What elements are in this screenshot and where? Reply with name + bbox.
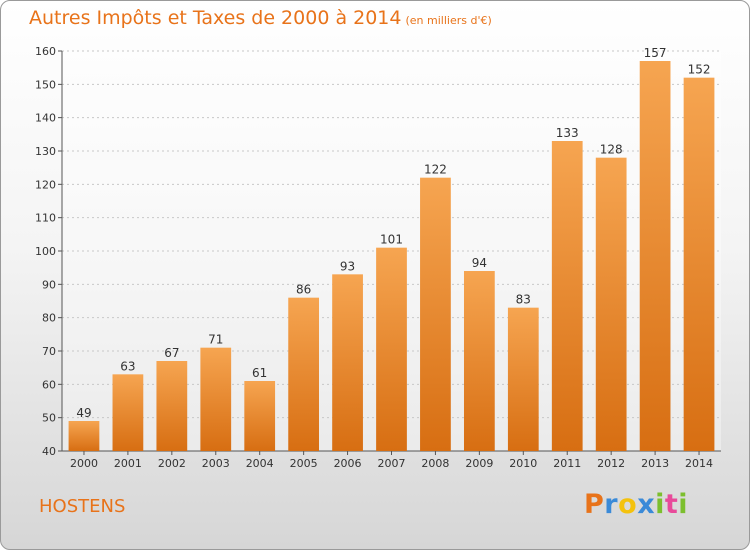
bar [200,347,232,451]
x-tick-label: 2007 [378,457,406,470]
bar [683,77,715,452]
bar [595,157,627,451]
proxiti-logo: Proxiti [584,489,688,520]
bar-value-label: 67 [164,346,179,360]
y-tick-label: 80 [42,312,56,325]
x-tick-label: 2014 [685,457,713,470]
logo-letter: P [584,489,605,520]
bar [68,421,100,451]
bar-value-label: 94 [472,256,487,270]
location-name: HOSTENS [39,496,126,517]
x-tick-label: 2012 [597,457,625,470]
x-tick-label: 2001 [114,457,142,470]
logo-letter: x [637,489,656,520]
x-tick-label: 2009 [465,457,493,470]
bar-value-label: 49 [76,406,91,420]
logo-letter: i [678,489,689,520]
y-tick-label: 50 [42,412,56,425]
x-tick-label: 2002 [158,457,186,470]
x-tick-label: 2000 [70,457,98,470]
x-tick-label: 2006 [334,457,362,470]
y-tick-label: 160 [35,45,56,58]
x-tick-label: 2011 [553,457,581,470]
bar-value-label: 157 [644,46,667,60]
bar-value-label: 86 [296,283,311,297]
y-tick-label: 130 [35,145,56,158]
x-tick-label: 2004 [246,457,274,470]
bar [639,61,671,451]
y-tick-label: 60 [42,378,56,391]
x-tick-label: 2005 [290,457,318,470]
bar [112,374,144,451]
logo-letter: r [604,489,619,520]
bar-value-label: 122 [424,163,447,177]
logo-letter: o [618,489,638,520]
bar [156,361,188,451]
bar-value-label: 133 [556,126,579,140]
y-tick-label: 120 [35,178,56,191]
x-tick-label: 2013 [641,457,669,470]
bar-value-label: 63 [120,359,135,373]
bar [507,307,539,451]
chart-title: Autres Impôts et Taxes de 2000 à 2014 (en… [29,7,492,29]
bar-value-label: 61 [252,366,267,380]
bar-value-label: 152 [688,63,711,77]
bar [332,274,363,451]
y-tick-label: 40 [42,445,56,458]
y-tick-label: 70 [42,345,56,358]
logo-letter: i [655,489,665,520]
y-tick-label: 100 [35,245,56,258]
bar-value-label: 83 [516,293,531,307]
bar-value-label: 93 [340,259,355,273]
y-tick-label: 150 [35,78,56,91]
bar [244,381,276,451]
bar [288,297,320,451]
y-tick-label: 140 [35,112,56,125]
y-tick-label: 90 [42,278,56,291]
x-tick-label: 2010 [509,457,537,470]
bar [551,141,583,451]
chart-subtitle: (en milliers d'€) [405,14,492,27]
bar [420,177,451,451]
bar-value-label: 128 [600,143,623,157]
chart-title-text: Autres Impôts et Taxes de 2000 à 2014 [29,7,402,29]
x-tick-label: 2008 [421,457,449,470]
bar-value-label: 71 [208,333,223,347]
logo-letter: t [664,489,679,520]
bar [463,271,495,451]
bar-value-label: 101 [380,233,403,247]
bar [376,247,407,451]
x-tick-label: 2003 [202,457,230,470]
y-tick-label: 110 [35,212,56,225]
